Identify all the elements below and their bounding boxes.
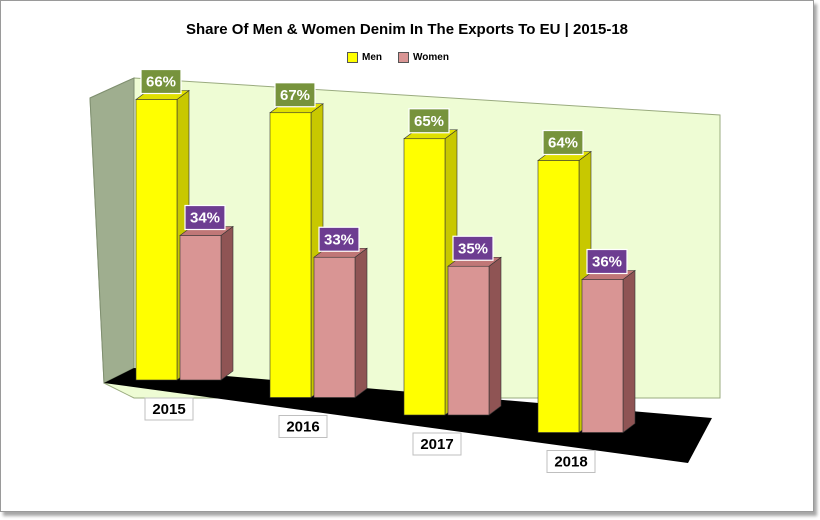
- bar-men-2017: [403, 138, 446, 416]
- bar-side-women-2018: [622, 269, 636, 434]
- data-label-women-2015: 34%: [184, 204, 226, 231]
- bar-side-women-2016: [354, 247, 368, 399]
- tick-label-2017: 2017: [412, 432, 462, 456]
- legend-swatch-women: [398, 52, 409, 63]
- data-label-box: [586, 248, 628, 275]
- floor: [104, 368, 712, 463]
- data-label-text: 64%: [548, 135, 578, 152]
- data-label-text: 34%: [190, 210, 220, 227]
- data-label-men-2018: 64%: [542, 129, 584, 156]
- data-label-box: [452, 235, 494, 261]
- bar-side-women-2017: [488, 256, 502, 416]
- data-label-men-2016: 67%: [274, 82, 316, 108]
- tick-label-box: [412, 432, 462, 456]
- data-label-men-2017: 65%: [408, 108, 450, 134]
- data-label-women-2016: 33%: [318, 226, 360, 252]
- chart-title: Share Of Men & Women Denim In The Export…: [185, 21, 629, 38]
- legend-label-men: Men: [362, 52, 382, 63]
- tick-label-text: 2017: [420, 436, 453, 453]
- legend-swatch-men: [347, 52, 358, 63]
- tick-label-2015: 2015: [144, 397, 194, 421]
- tick-label-box: [546, 450, 596, 473]
- tick-label-text: 2018: [554, 454, 587, 471]
- data-label-women-2017: 35%: [452, 235, 494, 261]
- data-label-text: 67%: [280, 87, 310, 104]
- bar-men-2018: [537, 160, 580, 433]
- data-label-box: [140, 68, 182, 95]
- data-label-text: 66%: [146, 74, 176, 91]
- bar-men-2016: [269, 112, 312, 398]
- data-label-box: [542, 129, 584, 156]
- tick-label-2018: 2018: [546, 450, 596, 473]
- legend-label-women: Women: [413, 52, 449, 63]
- tick-label-2016: 2016: [278, 415, 328, 438]
- bar-women-2018: [581, 279, 624, 433]
- bar-side-women-2015: [220, 225, 234, 381]
- legend-item-women: Women: [398, 52, 449, 63]
- bar-women-2016: [313, 256, 356, 398]
- tick-label-box: [278, 415, 328, 438]
- bar-women-2017: [447, 265, 490, 416]
- data-label-text: 35%: [458, 240, 488, 257]
- side-wall: [89, 77, 135, 384]
- bar-men-2015: [135, 99, 178, 381]
- data-label-box: [318, 226, 360, 252]
- tick-label-box: [144, 397, 194, 421]
- bar-women-2015: [179, 235, 222, 381]
- data-label-box: [408, 108, 450, 134]
- data-label-men-2015: 66%: [140, 68, 182, 95]
- chart-legend: Men Women: [347, 52, 449, 63]
- tick-label-text: 2016: [286, 419, 319, 436]
- data-label-box: [184, 204, 226, 231]
- data-label-box: [274, 82, 316, 108]
- data-label-text: 33%: [324, 231, 354, 248]
- data-label-women-2018: 36%: [586, 248, 628, 275]
- data-label-text: 36%: [592, 254, 622, 271]
- tick-label-text: 2015: [152, 401, 185, 418]
- legend-item-men: Men: [347, 52, 382, 63]
- data-label-text: 65%: [414, 113, 444, 130]
